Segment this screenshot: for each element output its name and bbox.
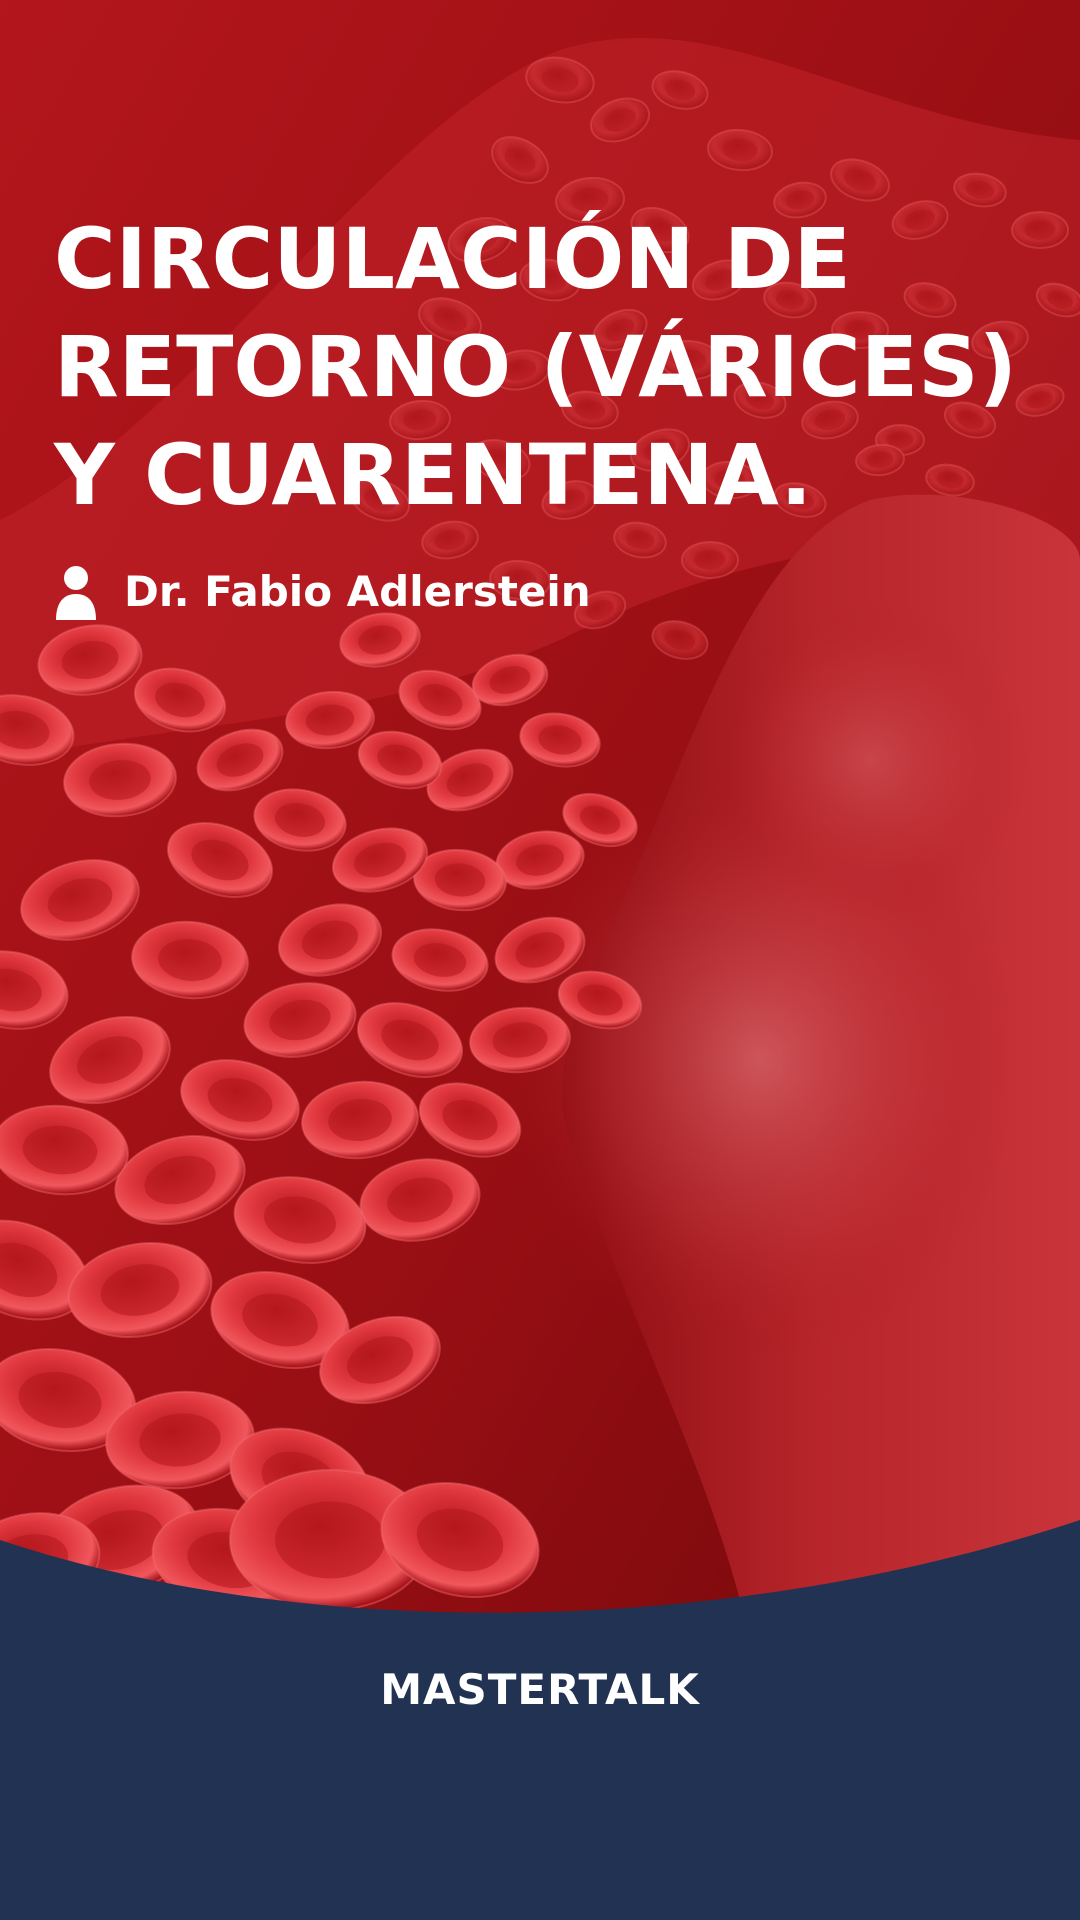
far-blood-cell bbox=[925, 463, 975, 497]
far-blood-cell bbox=[971, 320, 1029, 360]
blood-cell bbox=[359, 1158, 481, 1242]
far-blood-cell bbox=[773, 181, 827, 219]
blood-cell bbox=[319, 1315, 441, 1405]
blood-cell bbox=[285, 690, 375, 750]
user-icon bbox=[56, 566, 96, 620]
blood-cell bbox=[391, 928, 489, 992]
far-blood-cell bbox=[651, 620, 709, 660]
blood-cell bbox=[180, 1059, 300, 1141]
blood-cell bbox=[380, 1481, 540, 1599]
far-blood-cell bbox=[1011, 211, 1069, 249]
far-blood-cell bbox=[519, 258, 581, 302]
far-blood-cell bbox=[801, 400, 859, 440]
author: Dr. Fabio Adlerstein bbox=[54, 560, 591, 624]
blood-cell bbox=[413, 848, 507, 912]
far-blood-cell bbox=[447, 217, 513, 263]
blood-cell bbox=[114, 1134, 246, 1226]
blood-cell bbox=[471, 653, 549, 707]
blood-cell bbox=[0, 1104, 129, 1196]
blood-cell bbox=[0, 694, 75, 766]
blood-cell bbox=[301, 1080, 419, 1160]
far-blood-cell bbox=[350, 478, 410, 522]
blood-cell bbox=[253, 788, 347, 852]
blood-cell bbox=[37, 624, 143, 696]
blood-cell bbox=[562, 792, 638, 848]
far-blood-cell bbox=[701, 460, 759, 500]
far-blood-cell bbox=[953, 172, 1007, 208]
far-blood-cell bbox=[421, 520, 479, 560]
far-blood-cell bbox=[630, 206, 690, 254]
far-blood-cell bbox=[555, 176, 625, 224]
brand-name: MASTERTALK bbox=[380, 1665, 700, 1714]
blood-cell bbox=[133, 667, 227, 733]
far-blood-cell bbox=[773, 482, 827, 518]
far-blood-cell bbox=[763, 281, 817, 319]
blood-cell bbox=[105, 1390, 255, 1490]
far-blood-cell bbox=[733, 381, 787, 419]
blood-cell bbox=[519, 712, 601, 768]
blood-cell bbox=[278, 903, 382, 977]
far-blood-cell bbox=[903, 282, 957, 318]
blood-cell bbox=[196, 728, 284, 792]
title-line-2: RETORNO (VÁRICES) bbox=[54, 318, 1017, 416]
far-blood-cell bbox=[469, 439, 531, 481]
far-blood-cell bbox=[561, 390, 619, 430]
title-line-1: CIRCULACIÓN DE bbox=[54, 210, 851, 308]
far-blood-cell bbox=[855, 443, 905, 477]
title-line-3: Y CUARENTENA. bbox=[54, 426, 813, 524]
blood-cell bbox=[357, 730, 443, 790]
blood-cell bbox=[339, 612, 421, 668]
far-blood-cell bbox=[891, 200, 949, 240]
far-blood-cell bbox=[1015, 383, 1065, 417]
blood-cell bbox=[0, 1348, 137, 1452]
page-title: CIRCULACIÓN DE RETORNO (VÁRICES) Y CUARE… bbox=[54, 205, 1054, 529]
blood-cell bbox=[49, 1015, 171, 1105]
author-name: Dr. Fabio Adlerstein bbox=[124, 567, 591, 616]
far-blood-cell bbox=[831, 311, 889, 349]
blood-cell bbox=[469, 1006, 571, 1074]
far-blood-cell bbox=[1035, 282, 1080, 318]
far-blood-cell bbox=[659, 339, 721, 381]
blood-cell bbox=[331, 827, 429, 893]
far-blood-cell bbox=[691, 259, 749, 301]
blood-cell bbox=[356, 1002, 464, 1078]
blood-cell bbox=[426, 748, 514, 812]
blood-cell bbox=[63, 742, 177, 818]
blood-cell bbox=[495, 830, 585, 890]
blood-cell bbox=[494, 916, 586, 984]
blood-cell bbox=[20, 859, 140, 941]
far-blood-cell bbox=[681, 541, 739, 579]
far-blood-cell bbox=[491, 136, 549, 184]
far-blood-cell bbox=[630, 428, 690, 472]
blood-cell bbox=[398, 669, 482, 731]
blood-cell bbox=[0, 950, 69, 1030]
far-blood-cell bbox=[389, 399, 451, 441]
far-blood-cell bbox=[589, 97, 651, 143]
blood-cell bbox=[229, 1469, 431, 1611]
far-blood-cell bbox=[613, 521, 667, 559]
far-blood-cell bbox=[943, 401, 997, 439]
blood-cell bbox=[166, 822, 274, 898]
far-blood-cell bbox=[489, 349, 551, 391]
blood-cell bbox=[418, 1082, 522, 1158]
blood-cell bbox=[67, 1242, 213, 1338]
far-blood-cell bbox=[541, 480, 599, 520]
blood-cell bbox=[233, 1176, 367, 1264]
far-blood-cell bbox=[707, 128, 773, 172]
blood-cell bbox=[131, 920, 249, 1000]
far-blood-cell bbox=[830, 158, 890, 202]
blood-cell bbox=[0, 1219, 89, 1321]
blood-cell bbox=[243, 982, 357, 1058]
far-blood-cell bbox=[418, 297, 482, 343]
far-blood-cell bbox=[651, 70, 709, 110]
far-blood-cell bbox=[489, 559, 551, 601]
blood-cell bbox=[210, 1271, 350, 1369]
far-blood-cell bbox=[592, 308, 648, 352]
blood-cell bbox=[557, 970, 643, 1030]
far-blood-cell bbox=[525, 56, 595, 104]
far-blood-cell bbox=[573, 590, 627, 630]
